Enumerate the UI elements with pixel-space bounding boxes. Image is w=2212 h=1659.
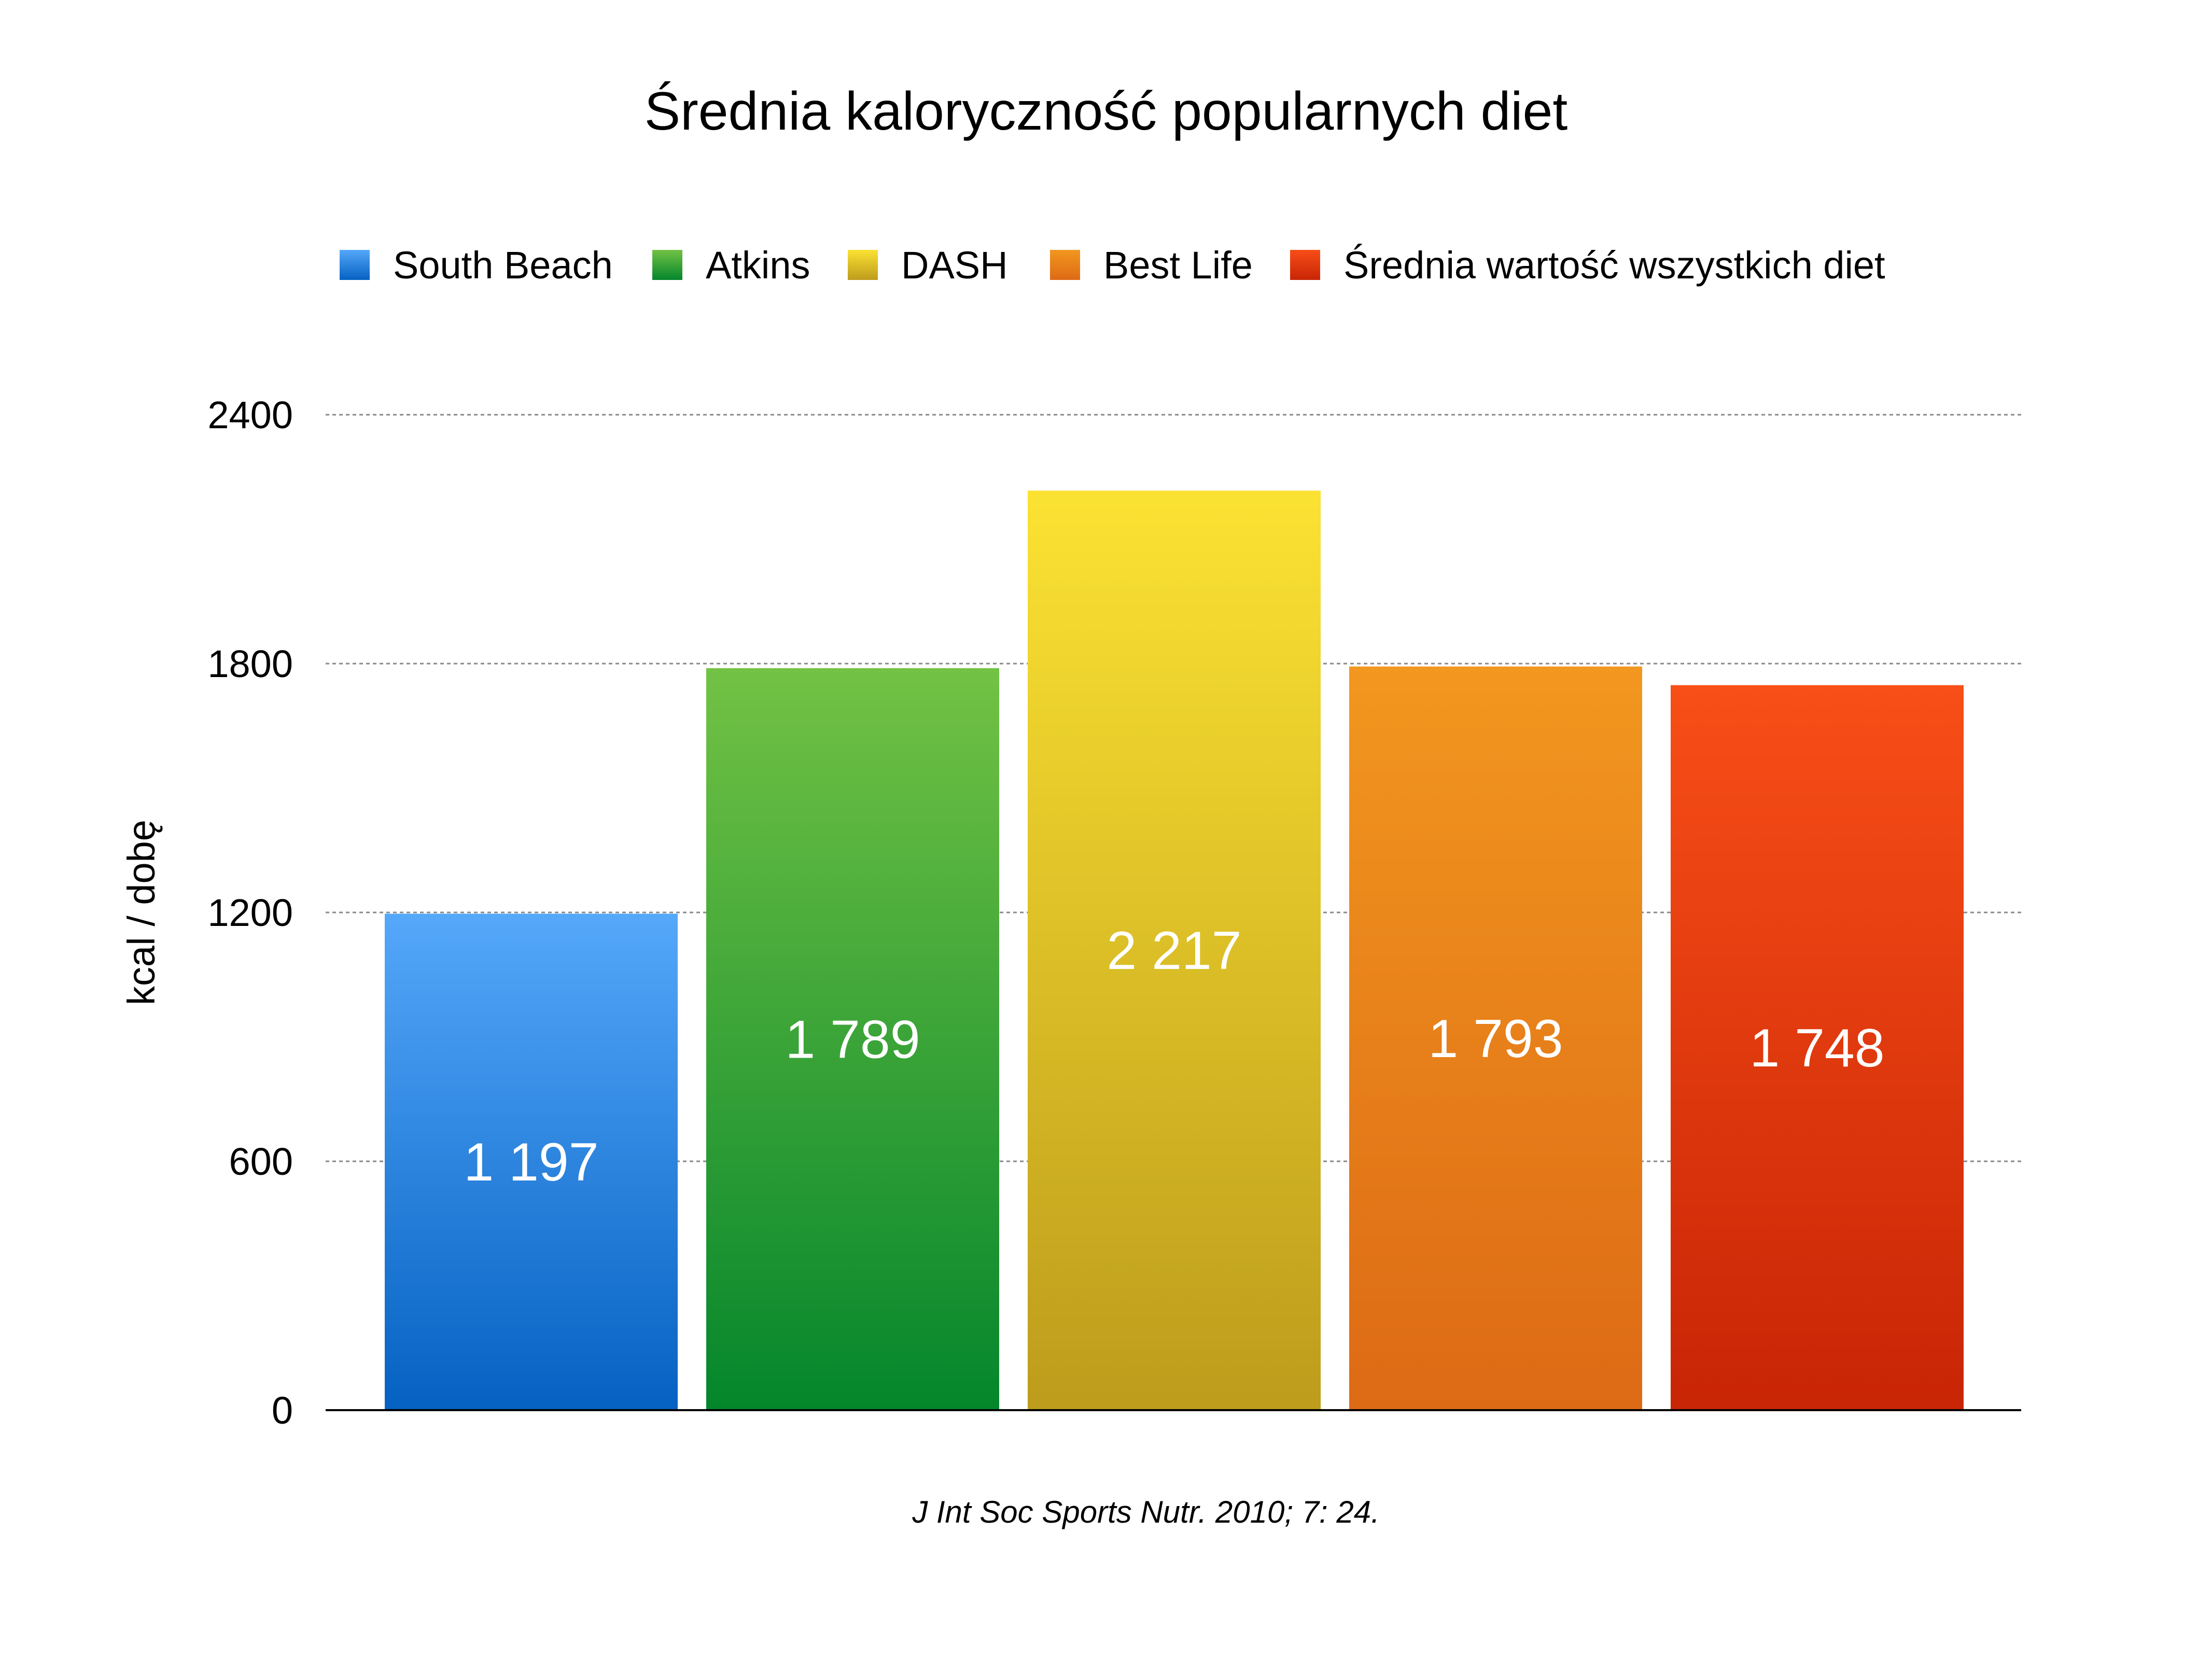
y-axis-label: kcal / dobę: [120, 820, 163, 1005]
value-label-srednia-wartosc-wszystkich-diet: 1 748: [1749, 1018, 1884, 1078]
legend-label: DASH: [901, 244, 1008, 287]
legend-item-best-life: Best Life: [1050, 244, 1253, 287]
bar-srednia-wartosc-wszystkich-diet: [1671, 685, 1964, 1410]
value-label-dash: 2 217: [1107, 921, 1241, 981]
legend-item-atkins: Atkins: [652, 244, 810, 287]
legend-label: Średnia wartość wszystkich diet: [1343, 244, 1885, 287]
value-label-best-life: 1 793: [1428, 1009, 1563, 1069]
legend-item-dash: DASH: [848, 244, 1008, 287]
legend-label: South Beach: [393, 244, 613, 287]
value-label-south-beach: 1 197: [464, 1132, 598, 1192]
y-tick-label-2400: 2400: [207, 393, 293, 437]
bar-atkins: [706, 668, 999, 1410]
bar-best-life: [1349, 666, 1642, 1410]
y-axis-ticks: 0 600 1200 1800 2400: [207, 393, 293, 1432]
bar-dash: [1028, 490, 1321, 1410]
legend-swatch: [652, 250, 682, 280]
legend-swatch: [1050, 250, 1080, 280]
legend-swatch: [1290, 250, 1320, 280]
y-tick-label-600: 600: [229, 1140, 293, 1183]
legend-label: Best Life: [1103, 244, 1253, 287]
chart-title: Średnia kaloryczność popularnych diet: [645, 81, 1568, 142]
legend-label: Atkins: [706, 244, 810, 287]
value-label-atkins: 1 789: [785, 1009, 920, 1070]
source-citation: J Int Soc Sports Nutr. 2010; 7: 24.: [912, 1495, 1380, 1529]
legend-item-srednia-wartosc-wszystkich-diet: Średnia wartość wszystkich diet: [1290, 244, 1885, 287]
y-tick-label-0: 0: [272, 1389, 293, 1432]
legend: South Beach Atkins DASH Best Life Średnia wa…: [340, 244, 1885, 287]
y-tick-label-1800: 1800: [207, 642, 293, 685]
legend-swatch: [340, 250, 370, 280]
bar-south-beach: [385, 913, 678, 1410]
legend-item-south-beach: South Beach: [340, 244, 613, 287]
legend-swatch: [848, 250, 878, 280]
bars: 1 197 1 789 2 217 1 793 1 748: [385, 490, 1964, 1410]
y-tick-label-1200: 1200: [207, 891, 293, 934]
